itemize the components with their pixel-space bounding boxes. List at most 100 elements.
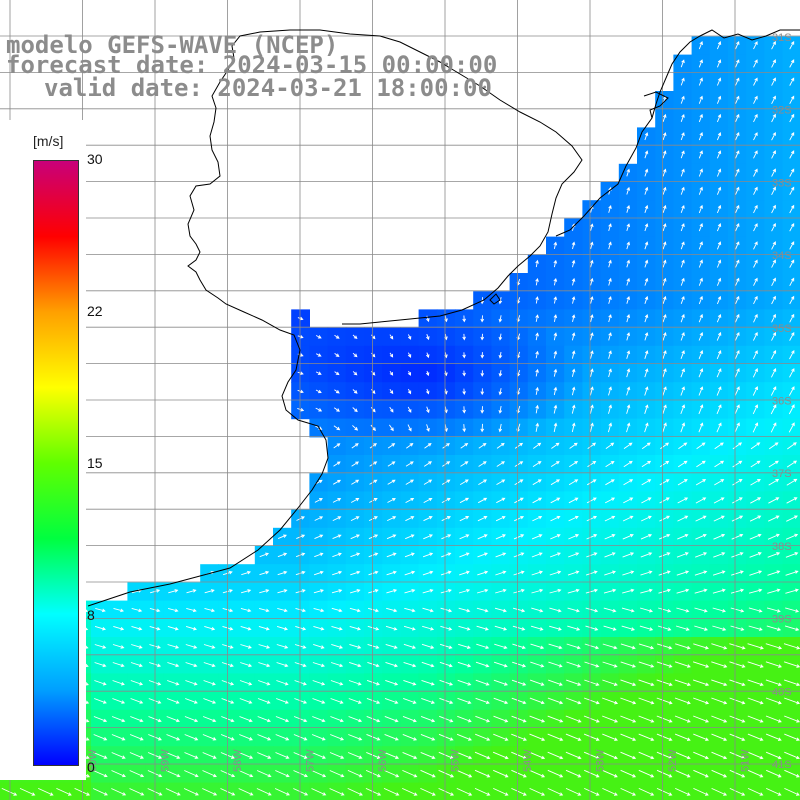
wind-arrow xyxy=(767,588,781,594)
wind-arrow xyxy=(130,680,144,686)
wind-arrow xyxy=(622,515,634,522)
wind-arrow xyxy=(626,168,631,177)
wind-arrow xyxy=(329,770,345,778)
wind-arrow xyxy=(566,661,581,668)
wind-arrow xyxy=(680,132,685,141)
wind-arrow xyxy=(789,113,795,123)
wind-arrow xyxy=(589,223,594,231)
wind-arrow xyxy=(571,332,576,341)
wind-arrow xyxy=(771,331,777,341)
wind-speed-cell xyxy=(728,782,747,800)
wind-arrow xyxy=(752,368,758,378)
wind-arrow xyxy=(711,769,728,778)
wind-arrow xyxy=(749,570,763,576)
wind-arrow xyxy=(425,370,430,377)
wind-arrow xyxy=(477,497,488,504)
wind-arrow xyxy=(716,41,722,50)
wind-arrow xyxy=(422,570,434,576)
wind-arrow xyxy=(644,386,649,396)
wind-arrow xyxy=(480,423,485,433)
wind-arrow xyxy=(369,461,378,467)
wind-arrow xyxy=(783,661,800,668)
wind-arrow xyxy=(644,132,649,141)
latitude-label: 38S xyxy=(772,541,792,553)
wind-arrow xyxy=(548,661,563,668)
wind-arrow xyxy=(351,479,360,485)
wind-arrow xyxy=(384,697,399,704)
wind-arrow xyxy=(789,40,795,50)
wind-arrow xyxy=(367,643,380,649)
wind-arrow xyxy=(275,716,290,723)
wind-arrow xyxy=(203,644,216,649)
wind-arrow xyxy=(735,113,740,123)
wind-arrow xyxy=(457,679,472,686)
wind-arrow xyxy=(662,295,667,304)
wind-arrow xyxy=(674,751,691,760)
wind-arrow xyxy=(407,388,412,395)
wind-arrow xyxy=(565,697,582,705)
wind-arrow xyxy=(530,625,544,631)
wind-arrow xyxy=(656,733,673,741)
wind-arrow xyxy=(456,787,473,796)
wind-arrow xyxy=(602,661,618,668)
wind-arrow xyxy=(735,223,740,232)
wind-arrow xyxy=(553,241,558,249)
wind-arrow xyxy=(735,186,740,195)
latitude-label: 40S xyxy=(772,686,792,698)
wind-arrow xyxy=(93,734,108,741)
wind-arrow xyxy=(257,698,271,704)
wind-arrow xyxy=(766,607,781,613)
wind-arrow xyxy=(403,679,417,686)
wind-arrow xyxy=(568,534,580,540)
wind-arrow xyxy=(605,442,615,449)
wind-arrow xyxy=(729,751,746,760)
wind-arrow xyxy=(514,515,525,522)
wind-arrow xyxy=(626,350,631,359)
wind-arrow xyxy=(638,769,655,778)
wind-arrow xyxy=(130,662,143,668)
wind-arrow xyxy=(662,186,667,195)
wind-arrow xyxy=(565,715,582,723)
wind-arrow xyxy=(535,404,539,414)
wind-arrow xyxy=(620,643,636,650)
wind-arrow xyxy=(513,588,525,594)
wind-arrow xyxy=(565,787,582,796)
wind-arrow xyxy=(423,516,433,522)
wind-arrow xyxy=(167,662,180,668)
wind-arrow xyxy=(640,533,653,540)
wind-arrow xyxy=(716,368,722,378)
wind-arrow xyxy=(680,150,685,159)
wind-arrow xyxy=(529,679,545,686)
wind-speed-cell xyxy=(600,782,620,800)
wind-arrow xyxy=(731,497,743,504)
wind-arrow xyxy=(608,259,612,268)
wind-arrow xyxy=(568,497,579,504)
wind-arrow xyxy=(368,552,379,558)
wind-arrow xyxy=(608,241,612,250)
wind-arrow xyxy=(626,368,631,378)
wind-arrow xyxy=(112,680,125,686)
wind-speed-cell xyxy=(364,782,383,800)
wind-arrow xyxy=(458,625,471,631)
wind-arrow xyxy=(551,442,560,449)
wind-arrow xyxy=(531,570,543,576)
wind-arrow xyxy=(368,570,379,576)
wind-arrow xyxy=(111,734,126,741)
wind-arrow xyxy=(734,404,740,415)
wind-arrow xyxy=(529,751,546,760)
wind-arrow xyxy=(771,277,776,287)
wind-arrow xyxy=(496,479,506,485)
wind-arrow xyxy=(259,589,270,594)
wind-speed-cell xyxy=(36,782,56,800)
wind-arrow xyxy=(716,295,722,305)
wind-arrow xyxy=(240,662,253,668)
wind-arrow xyxy=(438,787,455,796)
wind-arrow xyxy=(257,752,272,759)
wind-arrow xyxy=(440,588,452,594)
wind-arrow xyxy=(789,95,795,105)
wind-arrow xyxy=(716,132,722,141)
wind-arrow xyxy=(677,497,689,504)
wind-arrow xyxy=(439,715,454,723)
wind-arrow xyxy=(674,679,691,687)
wind-arrow xyxy=(275,770,290,778)
